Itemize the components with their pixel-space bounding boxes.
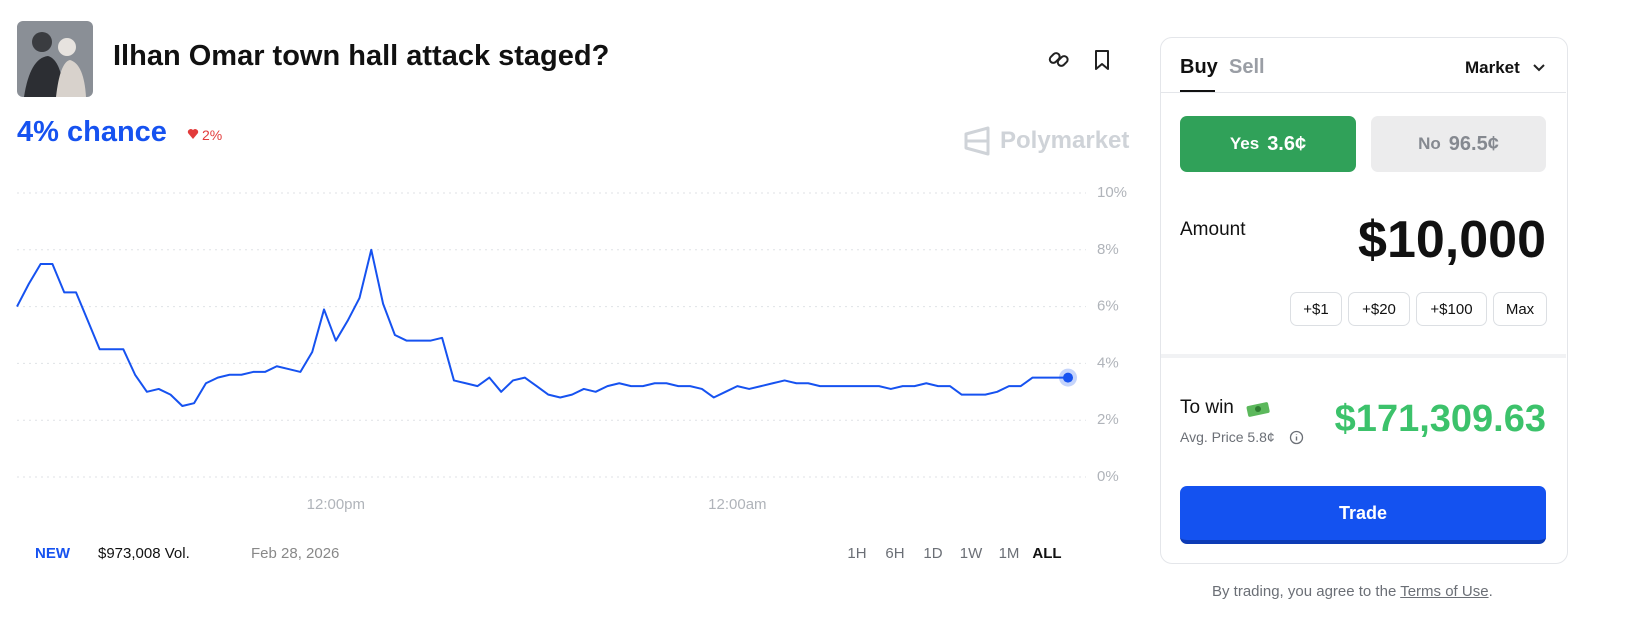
money-icon <box>1246 402 1270 417</box>
change: 2% <box>202 127 223 143</box>
y-tick-label: 0% <box>1097 468 1119 485</box>
divider <box>1161 354 1566 358</box>
y-tick-label: 6% <box>1097 298 1119 315</box>
yes-label: Yes <box>1229 134 1260 153</box>
new-badge: NEW <box>35 545 70 562</box>
bookmark-icon[interactable] <box>1095 50 1109 70</box>
watermark-logo <box>964 126 990 156</box>
end-date: Feb 28, 2026 <box>251 545 340 562</box>
amount[interactable]: $10,000 <box>1358 211 1546 269</box>
to-win: $171,309.63 <box>1334 398 1546 440</box>
sell-tab[interactable]: Sell <box>1229 56 1265 78</box>
avg-price: Avg. Price 5.8¢ <box>1180 429 1275 445</box>
tab-underline <box>1180 90 1215 92</box>
range-button[interactable]: 6H <box>885 545 905 562</box>
y-tick-label: 4% <box>1097 354 1119 371</box>
chevron-icon <box>1533 64 1545 72</box>
x-tick-label: 12:00pm <box>307 496 365 513</box>
y-tick-label: 10% <box>1097 184 1127 201</box>
y-tick-label: 8% <box>1097 241 1119 258</box>
no-label: No <box>1418 134 1441 153</box>
terms-link[interactable]: Terms of Use <box>1400 583 1489 600</box>
range-button[interactable]: ALL <box>1032 545 1062 562</box>
market-title: Ilhan Omar town hall attack staged? <box>113 40 610 72</box>
terms: By trading, you agree to the Terms of Us… <box>1212 583 1493 600</box>
range-button[interactable]: 1D <box>923 545 943 562</box>
chip[interactable]: +$1 <box>1290 292 1342 326</box>
down-icon <box>187 129 199 139</box>
chart: 0% 2% 4% 6% 8% 10% 12:00pm 12:00am <box>16 21 1127 513</box>
range-selector: 1H 6H 1D 1W 1M ALL <box>838 545 1066 562</box>
buy-tab[interactable]: Buy <box>1180 56 1218 78</box>
yes-price: 3.6¢ <box>1267 132 1307 155</box>
amount-label: Amount <box>1180 219 1246 240</box>
chip[interactable]: +$100 <box>1416 292 1487 326</box>
avatar-figure <box>24 56 64 97</box>
chip[interactable]: Max <box>1493 292 1547 326</box>
avatar-figure <box>58 38 76 56</box>
divider <box>1161 92 1566 93</box>
range-button[interactable]: 1W <box>959 545 983 562</box>
price-line <box>16 248 1068 407</box>
link-icon[interactable] <box>1048 52 1069 68</box>
chip[interactable]: +$20 <box>1348 292 1410 326</box>
avatar-figure <box>56 60 86 97</box>
avatar-figure <box>32 32 52 52</box>
end-dot <box>1063 372 1073 383</box>
range-button[interactable]: 1H <box>847 545 867 562</box>
trade-button[interactable]: Trade <box>1180 486 1546 544</box>
y-tick-label: 2% <box>1097 411 1119 428</box>
watermark: Polymarket <box>1000 127 1130 154</box>
no-price: 96.5¢ <box>1448 132 1499 155</box>
terms-text: By trading, you agree to the <box>1212 583 1397 600</box>
trade-panel <box>1160 37 1568 564</box>
info-icon[interactable] <box>1289 430 1304 445</box>
order-type[interactable]: Market <box>1465 58 1520 77</box>
chance: 4% chance <box>17 116 167 148</box>
range-button[interactable]: 1M <box>998 545 1020 562</box>
volume: $973,008 Vol. <box>98 545 190 562</box>
x-tick-label: 12:00am <box>708 496 766 513</box>
terms-text: . <box>1488 583 1493 600</box>
no-button[interactable]: No 96.5¢ <box>1371 116 1546 172</box>
to-win-label: To win <box>1180 397 1234 418</box>
yes-button[interactable]: Yes 3.6¢ <box>1180 116 1356 172</box>
